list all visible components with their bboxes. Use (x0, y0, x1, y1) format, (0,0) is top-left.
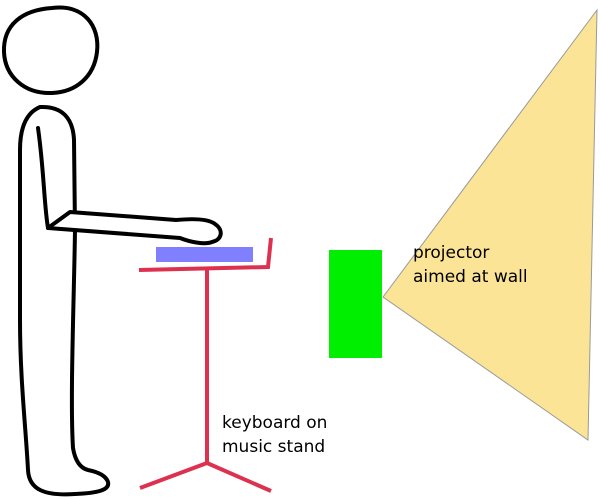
person-figure (1, 5, 223, 497)
head (1, 5, 100, 96)
arm (46, 210, 223, 246)
projector-beam (382, 8, 598, 441)
stand-tray (138, 237, 273, 272)
keyboard (156, 247, 253, 262)
keyboard-stand-label-line1: keyboard on (222, 413, 328, 433)
arm-inner (36, 126, 50, 230)
projector (329, 250, 382, 358)
music-stand (138, 237, 273, 493)
body (18, 104, 111, 497)
keyboard-stand-label-line2: music stand (222, 437, 326, 457)
projector-label-line2: aimed at wall (413, 267, 528, 287)
projector-label: projector aimed at wall (413, 241, 528, 289)
keyboard-stand-label: keyboard on music stand (222, 411, 327, 459)
stand-leg-right (206, 461, 272, 493)
stand-leg-left (139, 461, 208, 490)
projector-label-line1: projector (413, 243, 490, 263)
